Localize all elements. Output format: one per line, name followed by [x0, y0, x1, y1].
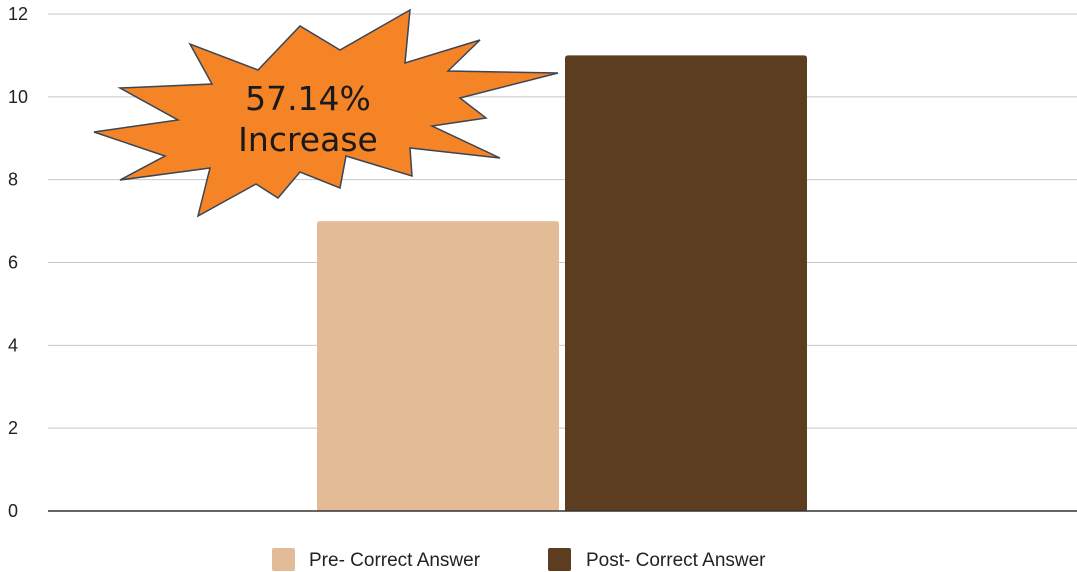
y-tick-label: 2	[8, 418, 18, 438]
bar-pre	[317, 221, 559, 512]
legend-swatch-post	[548, 548, 571, 571]
y-tick-label: 0	[8, 501, 18, 521]
legend-label-post: Post- Correct Answer	[586, 550, 766, 571]
y-axis-ticks: 0 2 4 6 8 10 12	[8, 4, 28, 521]
y-tick-label: 4	[8, 335, 18, 355]
annotation-starburst: 57.14% Increase	[93, 8, 559, 218]
starburst-shape	[93, 8, 559, 218]
bar-post	[565, 55, 807, 512]
y-tick-label: 8	[8, 170, 18, 190]
y-tick-label: 6	[8, 253, 18, 273]
gridlines	[48, 13, 1077, 429]
y-tick-label: 10	[8, 87, 28, 107]
legend-label-pre: Pre- Correct Answer	[309, 550, 481, 571]
y-tick-label: 12	[8, 4, 28, 24]
annotation-percent: 57.14%	[245, 79, 371, 118]
legend-swatch-pre	[272, 548, 295, 571]
annotation-label: Increase	[238, 120, 378, 159]
bars	[317, 55, 807, 512]
legend: Pre- Correct Answer Post- Correct Answer	[272, 548, 766, 571]
